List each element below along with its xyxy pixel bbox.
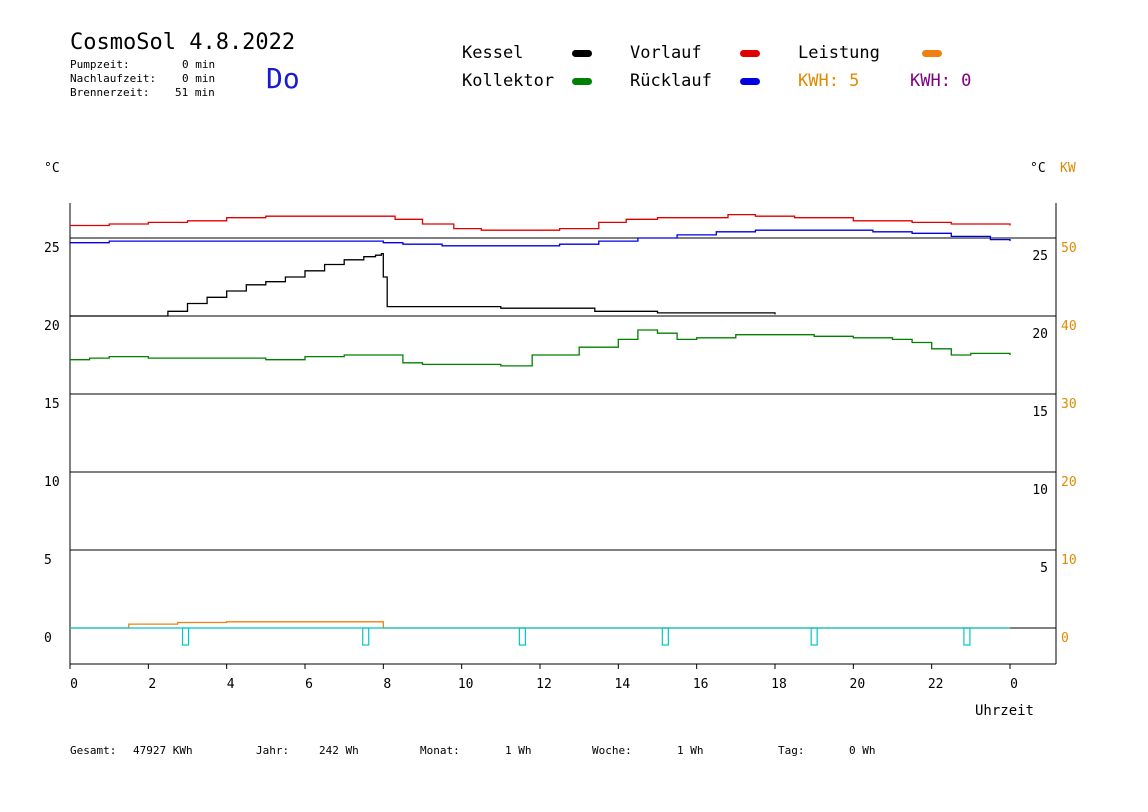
x-tick-label: 0 — [1010, 677, 1018, 692]
footer-gesamt-value: 47927 KWh — [133, 744, 193, 757]
legend-kollektor-swatch — [572, 78, 592, 85]
footer-jahr-value: 242 Wh — [319, 744, 359, 757]
series-line-kessel — [70, 252, 776, 317]
legend-ruecklauf: Rücklauf — [630, 71, 712, 91]
y-tick-label-right: 20 — [1032, 327, 1048, 342]
x-tick-label: 6 — [305, 677, 313, 692]
kwh-total-2: KWH: 0 — [910, 71, 972, 91]
kw-tick-label: 30 — [1061, 397, 1077, 412]
pump-pulse — [362, 627, 370, 646]
y-tick-label-right: 15 — [1032, 405, 1048, 420]
series-line-vorlauf — [70, 213, 1011, 231]
footer-woche-label: Woche: — [592, 744, 632, 757]
x-axis-label: Uhrzeit — [975, 703, 1034, 719]
pump-pulse — [661, 627, 669, 646]
y-axis-unit-right: °C — [1030, 161, 1046, 176]
y-axis-unit-left: °C — [44, 161, 60, 176]
footer-monat-label: Monat: — [420, 744, 460, 757]
x-tick-label: 22 — [928, 677, 944, 692]
burner-time-value: 51 min — [175, 86, 215, 99]
footer-woche-value: 1 Wh — [677, 744, 704, 757]
y-tick-label-right: 10 — [1032, 483, 1048, 498]
kw-tick-label: 10 — [1061, 553, 1077, 568]
x-tick-label: 18 — [771, 677, 787, 692]
pump-time-label: Pumpzeit: — [70, 58, 130, 71]
legend-vorlauf: Vorlauf — [630, 43, 702, 63]
after-run-label: Nachlaufzeit: — [70, 72, 157, 85]
legend-kessel-swatch — [572, 50, 592, 57]
y-tick-label-right: 5 — [1040, 561, 1048, 576]
after-run-value: 0 min — [182, 72, 216, 85]
kw-tick-label: 0 — [1061, 631, 1069, 646]
x-tick-label: 20 — [850, 677, 866, 692]
series-line-leistung — [70, 621, 1010, 629]
x-tick-label: 0 — [70, 677, 78, 692]
legend-leistung-swatch — [922, 50, 942, 57]
x-tick-label: 16 — [693, 677, 709, 692]
kwh-total-1: KWH: 5 — [798, 71, 860, 91]
footer-jahr-label: Jahr: — [256, 744, 290, 757]
y-tick-label-left: 0 — [44, 631, 52, 646]
x-tick-label: 4 — [227, 677, 235, 692]
kw-axis-unit: KW — [1060, 161, 1076, 176]
pump-pulse — [963, 627, 971, 646]
pump-pulse — [810, 627, 818, 646]
kw-tick-label: 40 — [1061, 319, 1077, 334]
footer-monat-value: 1 Wh — [505, 744, 532, 757]
x-tick-label: 14 — [615, 677, 631, 692]
burner-time-label: Brennerzeit: — [70, 86, 150, 99]
pump-pulse — [181, 627, 190, 646]
kw-tick-label: 50 — [1061, 241, 1077, 256]
x-tick-label: 2 — [148, 677, 156, 692]
x-tick-label: 10 — [458, 677, 474, 692]
pump-pulse — [518, 627, 526, 646]
legend-kessel: Kessel — [462, 43, 524, 63]
y-tick-label-left: 5 — [44, 553, 52, 568]
series-line-rcklauf — [70, 229, 1011, 247]
legend-leistung: Leistung — [798, 43, 880, 63]
legend-kollektor: Kollektor — [462, 71, 555, 91]
footer-tag-label: Tag: — [778, 744, 805, 757]
x-tick-label: 12 — [536, 677, 552, 692]
y-tick-label-left: 25 — [44, 241, 60, 256]
y-tick-label-right: 25 — [1032, 249, 1048, 264]
y-tick-label-left: 15 — [44, 397, 60, 412]
legend-vorlauf-swatch — [740, 50, 760, 57]
footer-tag-value: 0 Wh — [849, 744, 876, 757]
y-tick-label-left: 10 — [44, 475, 60, 490]
x-tick-label: 8 — [383, 677, 391, 692]
weekday-label: Do — [266, 62, 300, 95]
pump-time-value: 0 min — [182, 58, 216, 71]
series-line-kollektor — [70, 329, 1011, 367]
y-tick-label-left: 20 — [44, 319, 60, 334]
legend-ruecklauf-swatch — [740, 78, 760, 85]
kw-tick-label: 20 — [1061, 475, 1077, 490]
footer-gesamt-label: Gesamt: — [70, 744, 117, 757]
app-title: CosmoSol 4.8.2022 — [70, 30, 296, 55]
